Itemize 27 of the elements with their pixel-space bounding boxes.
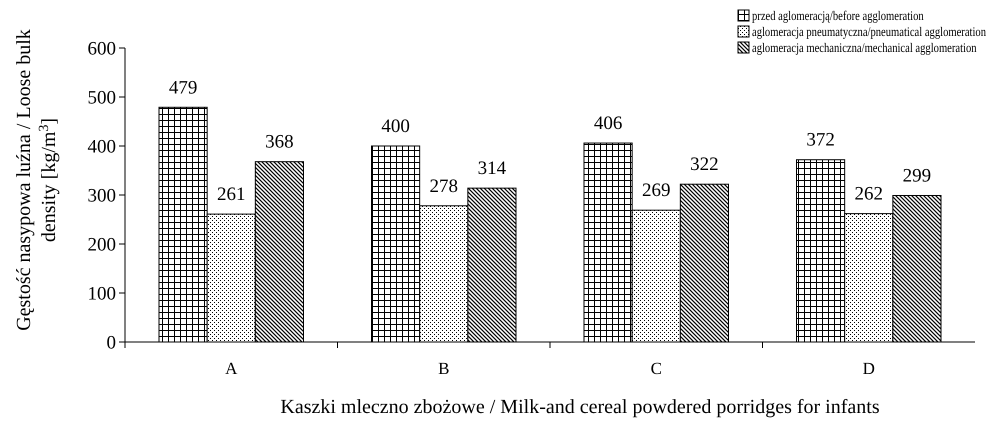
data-label: 368 xyxy=(265,132,294,153)
data-label: 400 xyxy=(381,116,410,137)
y-tick-label: 100 xyxy=(88,284,116,305)
x-tick-label: B xyxy=(438,359,450,378)
data-label: 372 xyxy=(806,130,835,151)
y-tick-label: 400 xyxy=(88,136,116,158)
data-label: 299 xyxy=(902,165,932,186)
y-tick-label: 300 xyxy=(88,186,116,207)
x-tick-label: C xyxy=(650,359,662,378)
x-tick-label: A xyxy=(225,359,238,378)
y-tick-label: 600 xyxy=(88,38,116,60)
data-label: 261 xyxy=(217,184,246,206)
y-tick-label: 500 xyxy=(88,88,116,109)
x-axis-title: Kaszki mleczno zbożowe / Milk-and cereal powdered porridges for infants xyxy=(280,396,880,418)
data-label: 314 xyxy=(478,158,507,180)
y-tick-label: 200 xyxy=(88,234,116,256)
x-tick-label: D xyxy=(862,359,875,378)
legend-label: aglomeracja mechaniczna/mechanical agglomeration xyxy=(752,40,977,56)
y-tick-label: 0 xyxy=(106,332,116,354)
data-label: 406 xyxy=(594,113,622,134)
data-label: 269 xyxy=(642,180,670,202)
data-label: 479 xyxy=(168,77,198,98)
data-label: 322 xyxy=(690,154,719,176)
data-label: 262 xyxy=(854,184,883,205)
data-label: 278 xyxy=(430,176,458,197)
legend-label: aglomeracja pneumatyczna/pneumatical agglomeration xyxy=(752,24,986,40)
legend-label: przed aglomeracją/before agglomeration xyxy=(752,8,924,24)
